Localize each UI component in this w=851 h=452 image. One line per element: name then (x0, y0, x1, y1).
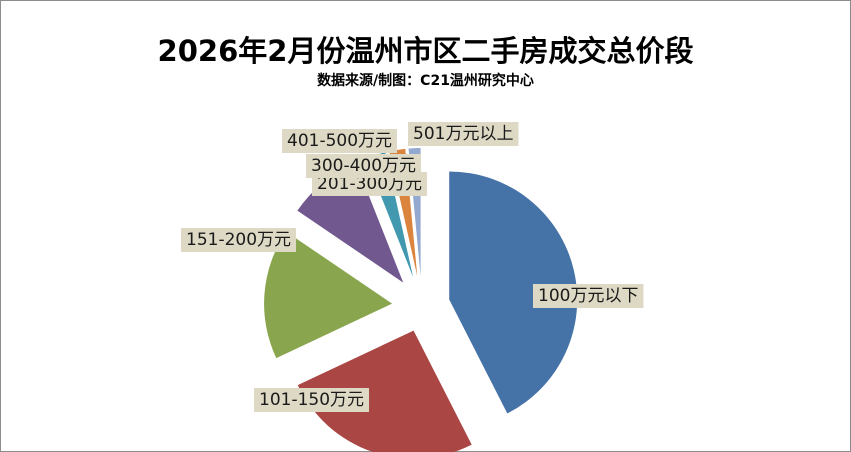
slice-label: 300-400万元 (306, 154, 422, 178)
chart-subtitle: 数据来源/制图：C21温州研究中心 (317, 73, 534, 89)
svg-text:501万元以上: 501万元以上 (413, 124, 513, 144)
svg-text:201-300万元: 201-300万元 (317, 174, 422, 194)
slice-label: 401-500万元 (282, 129, 398, 153)
slice-label: 501万元以上 (408, 122, 519, 146)
svg-text:300-400万元: 300-400万元 (311, 156, 416, 176)
pie-slice (449, 171, 578, 414)
svg-text:401-500万元: 401-500万元 (287, 131, 392, 151)
chart-title: 2026年2月份温州市区二手房成交总价段 (157, 34, 694, 68)
pie-slice (264, 231, 393, 359)
svg-text:101-150万元: 101-150万元 (259, 390, 364, 410)
slice-label: 151-200万元 (181, 228, 297, 252)
slice-label: 101-150万元 (254, 388, 370, 412)
svg-text:151-200万元: 151-200万元 (186, 230, 291, 250)
pie-slice (297, 330, 472, 452)
slice-label: 100万元以下 (533, 284, 644, 308)
svg-text:100万元以下: 100万元以下 (538, 286, 638, 306)
